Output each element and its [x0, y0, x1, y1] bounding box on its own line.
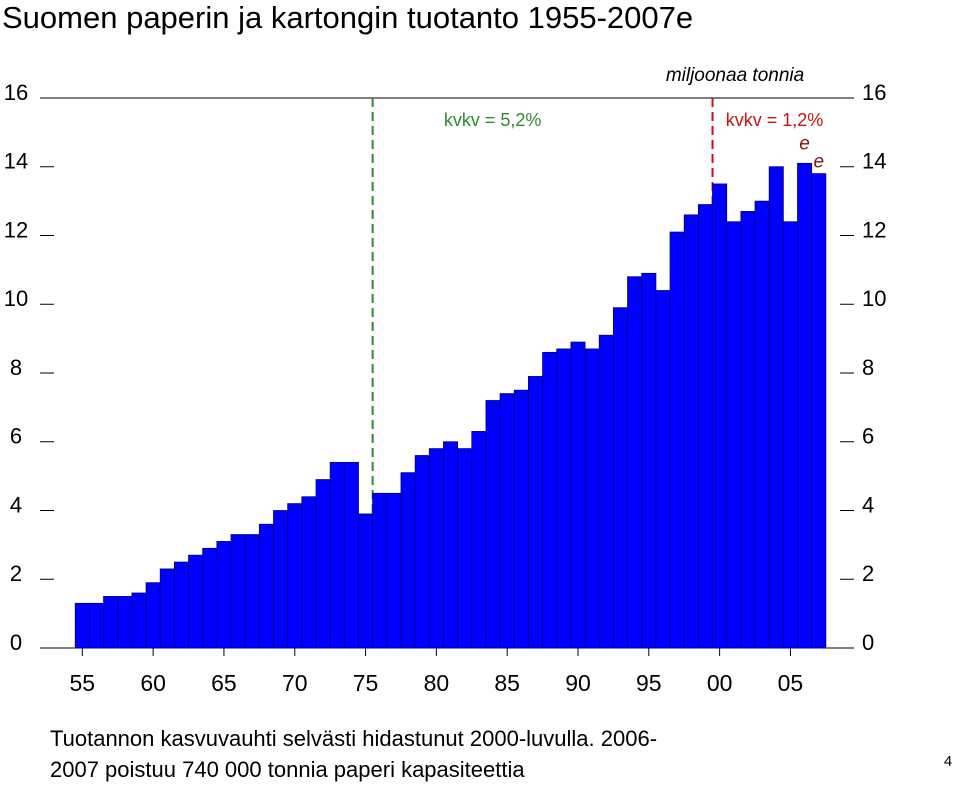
bar — [273, 510, 289, 649]
bar — [754, 200, 770, 649]
bar — [513, 389, 529, 649]
bar — [740, 211, 756, 649]
bar — [782, 221, 798, 649]
note-line: Tuotannon kasvuvauhti selvästi hidastunu… — [50, 726, 657, 751]
y-tick-label: 0 — [10, 630, 22, 655]
y-tick-label: 6 — [10, 424, 22, 449]
y-tick-label: 8 — [10, 355, 22, 380]
bar — [258, 523, 274, 649]
y2-tick-label: 4 — [862, 492, 874, 517]
bar — [556, 348, 572, 649]
chart-title: Suomen paperin ja kartongin tuotanto 195… — [2, 0, 693, 35]
y2-tick-label: 12 — [862, 217, 886, 242]
y2-tick-label: 0 — [862, 630, 874, 655]
x-tick-label: 65 — [211, 670, 237, 696]
y-tick-label: 16 — [4, 80, 28, 105]
x-tick-label: 95 — [636, 670, 662, 696]
x-tick-label: 00 — [707, 670, 733, 696]
x-tick-label: 70 — [282, 670, 308, 696]
x-tick-label: 90 — [565, 670, 591, 696]
bar — [414, 455, 430, 649]
bar — [528, 376, 543, 649]
y2-tick-label: 6 — [862, 424, 874, 449]
y-tick-label: 10 — [4, 286, 28, 311]
bar — [485, 400, 501, 649]
y2-tick-label: 2 — [862, 561, 874, 586]
bar — [386, 492, 402, 649]
y2-tick-label: 14 — [862, 149, 886, 174]
bar — [287, 503, 303, 649]
x-tick-label: 05 — [778, 670, 804, 696]
bar — [301, 496, 317, 649]
bar — [202, 547, 218, 649]
bar — [697, 204, 713, 649]
bar — [329, 461, 345, 649]
bar — [131, 592, 147, 649]
y-tick-label: 12 — [4, 217, 28, 242]
bar — [669, 231, 685, 649]
bar — [117, 596, 133, 649]
bar — [74, 602, 90, 649]
bar — [343, 461, 359, 649]
bar — [400, 472, 416, 649]
note-line: 2007 poistuu 740 000 tonnia paperi kapas… — [50, 757, 525, 782]
bar — [443, 441, 459, 649]
page-number: 4 — [944, 753, 952, 770]
estimate-mark: e — [813, 152, 824, 173]
reference-label: kvkv = 5,2% — [444, 110, 542, 130]
bar — [570, 341, 586, 649]
y-tick-label: 4 — [10, 492, 22, 517]
bar — [159, 568, 175, 649]
bar — [471, 431, 487, 649]
bar — [613, 307, 628, 649]
bar — [627, 276, 643, 649]
reference-label: kvkv = 1,2% — [726, 110, 824, 130]
bar — [542, 351, 558, 649]
bar — [457, 448, 473, 649]
y-tick-label: 14 — [4, 149, 28, 174]
bar — [641, 272, 657, 649]
bar — [712, 183, 728, 649]
y-tick-label: 2 — [10, 561, 22, 586]
bar — [811, 173, 827, 649]
bar — [797, 162, 813, 649]
bar — [683, 214, 699, 649]
bar — [216, 541, 232, 649]
bar — [103, 596, 119, 649]
bar — [230, 534, 246, 649]
unit-label: miljoonaa tonnia — [666, 65, 804, 86]
bar — [315, 479, 331, 649]
x-tick-label: 55 — [70, 670, 96, 696]
bar — [188, 554, 204, 649]
bar — [598, 334, 614, 649]
x-tick-label: 75 — [353, 670, 379, 696]
bar — [244, 534, 260, 649]
bar — [655, 290, 671, 649]
y2-tick-label: 10 — [862, 286, 886, 311]
bar — [145, 582, 161, 649]
bar — [173, 561, 189, 649]
y2-tick-label: 16 — [862, 80, 886, 105]
x-tick-label: 60 — [140, 670, 166, 696]
bar — [358, 513, 374, 649]
bar — [584, 348, 600, 649]
estimate-mark: e — [799, 133, 810, 154]
x-tick-label: 80 — [424, 670, 450, 696]
bar — [768, 166, 784, 649]
y2-tick-label: 8 — [862, 355, 874, 380]
x-tick-label: 85 — [494, 670, 520, 696]
bar — [726, 221, 742, 649]
bar — [499, 393, 515, 649]
bar — [428, 448, 444, 649]
bar — [89, 602, 104, 649]
bar — [372, 492, 388, 649]
